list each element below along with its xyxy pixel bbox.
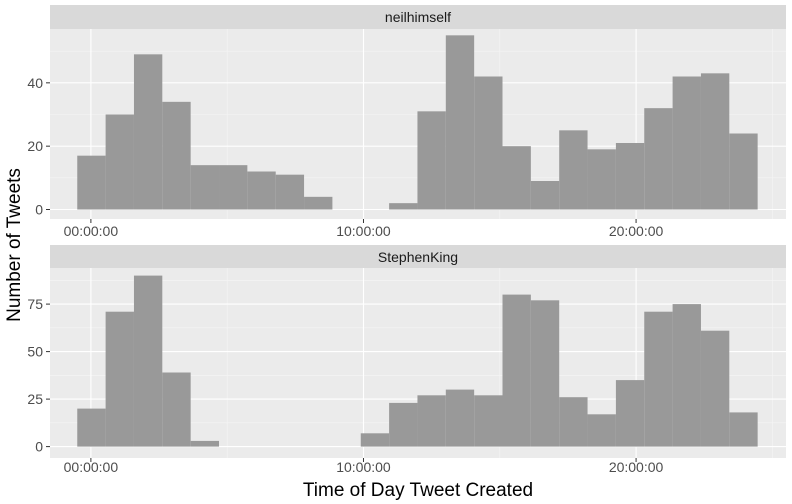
histogram-bar (559, 130, 588, 210)
histogram-bar (417, 395, 446, 447)
x-tick-label: 20:00:00 (609, 459, 664, 475)
histogram-bar (700, 73, 730, 210)
x-tick-label: 10:00:00 (336, 459, 391, 475)
histogram-bar (105, 114, 134, 210)
histogram-bar (275, 174, 305, 210)
histogram-bar (530, 181, 560, 210)
histogram-bar (644, 311, 673, 447)
histogram-bar (190, 440, 220, 447)
histogram-bar (672, 304, 701, 447)
histogram-bar (77, 408, 106, 447)
y-tick-label: 50 (27, 344, 43, 360)
histogram-bar (502, 146, 531, 210)
x-tick-label: 00:00:00 (64, 223, 119, 239)
histogram-bar (389, 402, 418, 447)
y-tick-label: 20 (27, 138, 43, 154)
histogram-bar (445, 35, 475, 210)
facet-panel-neilhimself: neilhimself 0 20 40 00:00:00 10:00:00 20:00:00 (27, 5, 786, 239)
histogram-bar (615, 143, 645, 210)
y-tick-label: 0 (35, 439, 43, 455)
facet-strip-label: neilhimself (385, 9, 451, 25)
y-tick-label: 75 (27, 296, 43, 312)
histogram-bar (559, 397, 588, 447)
y-tick-label: 25 (27, 391, 43, 407)
facet-strip-label: StephenKing (378, 249, 458, 265)
histogram-bar (190, 165, 220, 210)
histogram-bar (474, 76, 503, 210)
histogram-bar (247, 171, 276, 210)
histogram-bar (700, 330, 730, 447)
histogram-bar (474, 395, 503, 447)
histogram-bar (77, 155, 106, 210)
histogram-bar (133, 54, 163, 210)
histogram-bar (587, 414, 616, 447)
histogram-bar (530, 300, 560, 447)
histogram-bar (644, 108, 673, 210)
y-axis-title: Number of Tweets (4, 168, 25, 322)
histogram-bar (389, 203, 418, 210)
x-tick-label: 00:00:00 (64, 459, 119, 475)
y-tick-label: 0 (35, 202, 43, 218)
histogram-bar (729, 133, 758, 210)
histogram-bar (304, 196, 333, 210)
facet-panel-stephenking: StephenKing 0 25 50 75 00:00:00 10:00:00 20:00:… (27, 245, 786, 475)
facet-strip (50, 245, 786, 268)
histogram-bar (445, 389, 475, 447)
histogram-bar (502, 294, 531, 447)
histogram-bar (615, 380, 645, 447)
histogram-bar (133, 275, 163, 447)
histogram-bar (162, 372, 191, 447)
histogram-bar (219, 165, 248, 210)
x-tick-label: 20:00:00 (609, 223, 664, 239)
histogram-bar (360, 433, 390, 447)
histogram-bar (587, 149, 616, 210)
x-tick-label: 10:00:00 (336, 223, 391, 239)
histogram-bar (162, 101, 191, 210)
x-axis-title: Time of Day Tweet Created (303, 480, 533, 501)
histogram-bar (417, 111, 446, 210)
histogram-bar (729, 412, 758, 447)
y-tick-label: 40 (27, 75, 43, 91)
histogram-bar (105, 311, 134, 447)
histogram-bar (672, 76, 701, 210)
facet-strip (50, 5, 786, 29)
